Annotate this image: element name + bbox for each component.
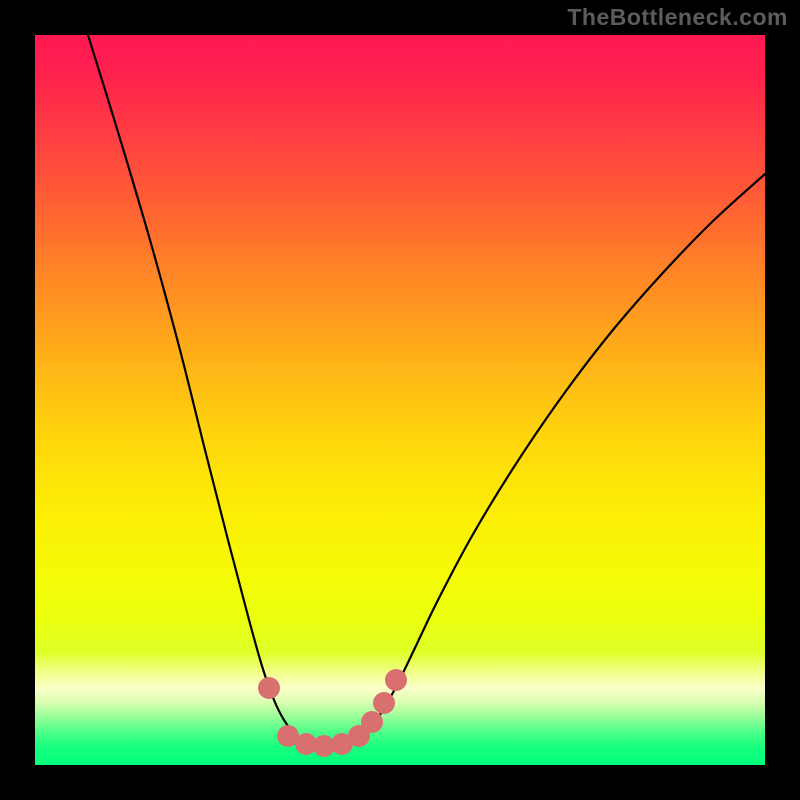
marker-point	[361, 711, 383, 733]
chart-container: TheBottleneck.com	[0, 0, 800, 800]
marker-point	[258, 677, 280, 699]
plot-area	[35, 35, 765, 765]
watermark-label: TheBottleneck.com	[567, 4, 788, 31]
marker-point	[373, 692, 395, 714]
bottleneck-chart	[0, 0, 800, 800]
marker-point	[385, 669, 407, 691]
